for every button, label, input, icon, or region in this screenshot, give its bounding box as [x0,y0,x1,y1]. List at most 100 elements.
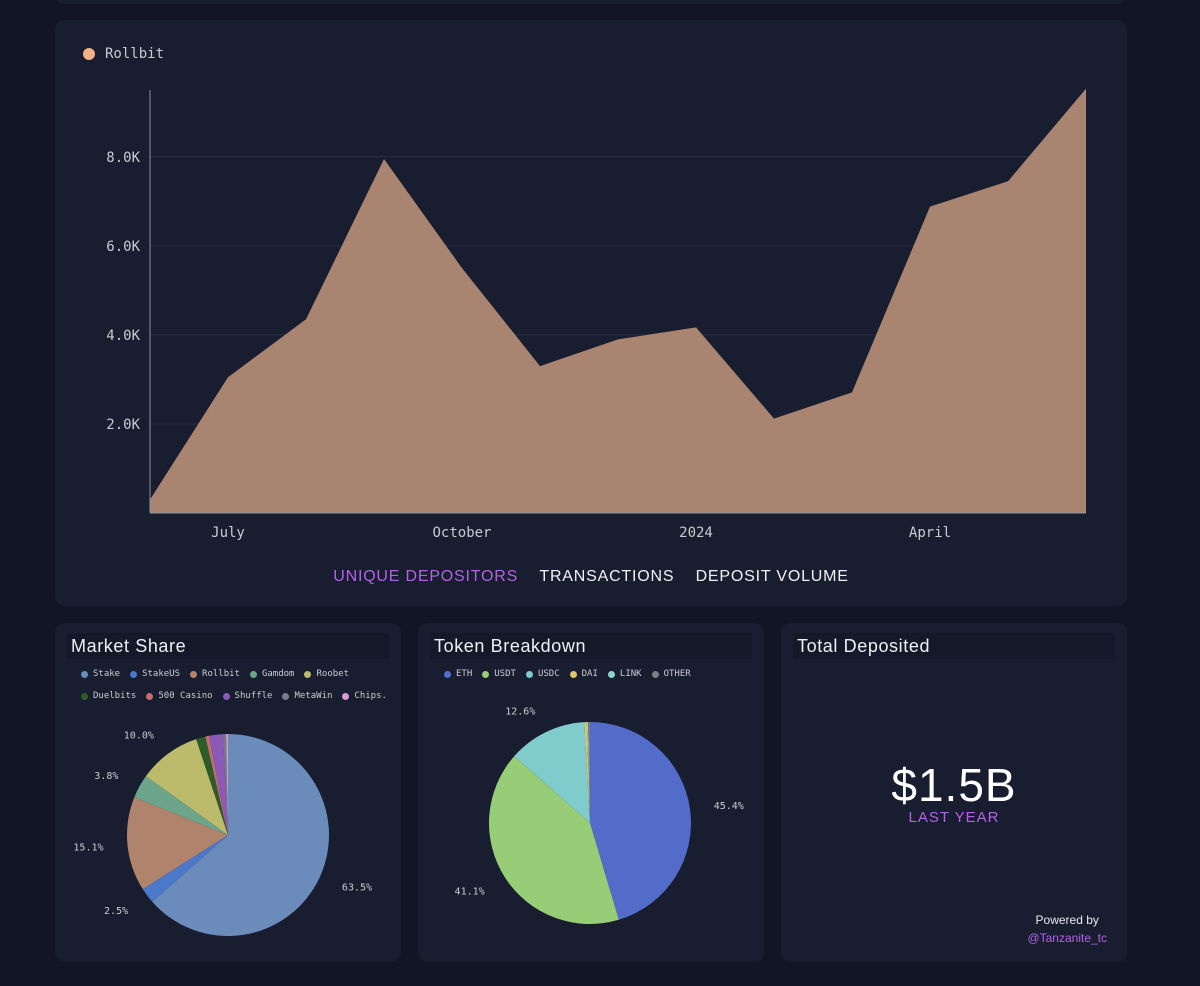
pie-data-label: 2.5% [104,906,128,917]
legend-marker [146,692,154,700]
legend-marker [651,670,659,678]
token-breakdown-title: Token Breakdown [430,633,752,659]
legend-marker [249,670,257,678]
pie-data-label: 15.1% [73,842,103,853]
series-area-rollbit[interactable] [150,88,1086,513]
tab-unique-depositors[interactable]: UNIQUE DEPOSITORS [333,568,519,585]
legend-item[interactable]: USDT [482,669,516,679]
legend-marker-rollbit [83,48,95,60]
total-period-label: LAST YEAR [908,809,1000,826]
total-deposited-card: Total Deposited $1.5B LAST YEAR Powered … [781,623,1127,962]
pie-slice[interactable] [152,734,329,936]
legend-item[interactable]: MetaWin [282,691,332,701]
legend-label: 500 Casino [158,691,213,701]
legend-marker [222,692,230,700]
token-breakdown-pie: 45.4% 41.1% 12.6% [455,707,744,924]
legend-item[interactable]: Gamdom [249,669,294,679]
legend-label: Chips. [354,691,387,701]
y-tick-label: 4.0K [106,328,140,344]
legend-label: StakeUS [142,669,181,679]
legend-label: DAI [581,669,598,679]
legend-item[interactable]: LINK [607,669,642,679]
legend-marker [81,670,88,678]
y-tick-label: 6.0K [106,239,140,255]
pie-slice[interactable] [584,722,590,823]
pie-slice[interactable] [588,722,590,823]
legend-item[interactable]: ETH [444,669,472,679]
legend-marker [525,670,533,678]
pie-slice[interactable] [586,722,590,823]
pie-slice[interactable] [145,739,228,835]
legend-marker [342,692,350,700]
pie-data-label: 63.5% [342,882,372,893]
x-tick-label: April [909,525,951,541]
legend-item[interactable]: Stake [81,669,120,679]
legend-marker [482,670,490,678]
pie-slice[interactable] [514,722,590,823]
legend-marker [569,670,577,678]
pie-slice[interactable] [142,835,228,902]
total-deposited-title: Total Deposited [793,633,1115,659]
legend-marker [81,692,88,700]
pie-data-label: 10.0% [124,730,154,741]
legend-item[interactable]: StakeUS [130,669,180,679]
legend-item[interactable]: Rollbit [190,669,240,679]
market-share-pie: 63.5% 2.5% 15.1% 3.8% 10.0% [73,730,372,936]
legend-label: LINK [619,669,642,679]
legend-marker [130,670,138,678]
legend-label: ETH [456,669,473,679]
powered-by: Powered by @Tanzanite_tc [1027,913,1107,945]
metric-tabs: UNIQUE DEPOSITORS TRANSACTIONS DEPOSIT V… [55,568,1127,586]
pie-slice[interactable] [126,797,228,890]
chart-legend[interactable]: Rollbit [83,46,164,62]
total-deposited-value: $1.5B [891,759,1017,811]
pie-slice[interactable] [489,756,619,924]
tab-deposit-volume[interactable]: DEPOSIT VOLUME [695,568,849,585]
depositors-chart-card: Rollbit 2.0K 4.0K 6.0K 8.0K July October 2024 A… [55,20,1127,606]
legend-item[interactable]: 500 Casino [146,691,213,701]
pie-data-label: 45.4% [714,801,744,812]
top-card-edge [55,0,1127,4]
pie-slice[interactable] [209,734,228,835]
pie-slice[interactable] [196,736,228,835]
market-share-title: Market Share [67,633,389,659]
powered-by-link[interactable]: @Tanzanite_tc [1027,931,1107,945]
legend-marker [190,670,198,678]
token-breakdown-legend: ETH USDT USDC DAI LINK OTHER [444,669,754,691]
legend-item[interactable]: Shuffle [222,691,273,701]
pie-data-label: 41.1% [455,886,485,897]
pie-data-label: 3.8% [94,771,118,782]
legend-item[interactable]: DAI [569,669,598,679]
market-share-legend: Stake StakeUS Rollbit Gamdom Roobet Duelbits 5… [81,669,391,713]
legend-marker [304,670,312,678]
legend-label: Shuffle [234,691,273,701]
legend-label: OTHER [663,669,691,679]
legend-marker [607,670,615,678]
legend-label: Stake [93,669,121,679]
legend-label: USDC [537,669,560,679]
pie-slice[interactable] [205,735,228,835]
pie-slice[interactable] [222,734,228,835]
x-tick-label: 2024 [679,525,713,541]
pie-slice[interactable] [134,776,228,835]
legend-item[interactable]: OTHER [651,669,691,679]
pie-slice[interactable] [226,734,228,835]
pie-data-label: 12.6% [505,707,535,718]
powered-by-label: Powered by [1035,913,1099,927]
tab-transactions[interactable]: TRANSACTIONS [539,568,675,585]
legend-label: MetaWin [294,691,333,701]
y-tick-label: 8.0K [106,150,140,166]
legend-marker [444,670,451,678]
legend-label-rollbit: Rollbit [105,46,165,62]
token-breakdown-card: Token Breakdown ETH USDT USDC DAI LINK OTHER … [418,623,764,962]
legend-item[interactable]: USDC [525,669,560,679]
legend-label: Roobet [316,669,349,679]
market-share-card: Market Share Stake StakeUS Rollbit Gamdom Ro… [55,623,401,962]
y-tick-label: 2.0K [106,417,140,433]
legend-label: Duelbits [93,691,137,701]
pie-slice[interactable] [590,722,691,920]
legend-item[interactable]: Chips. [342,691,387,701]
x-tick-label: October [432,525,491,541]
legend-item[interactable]: Roobet [304,669,349,679]
legend-item[interactable]: Duelbits [81,691,136,701]
